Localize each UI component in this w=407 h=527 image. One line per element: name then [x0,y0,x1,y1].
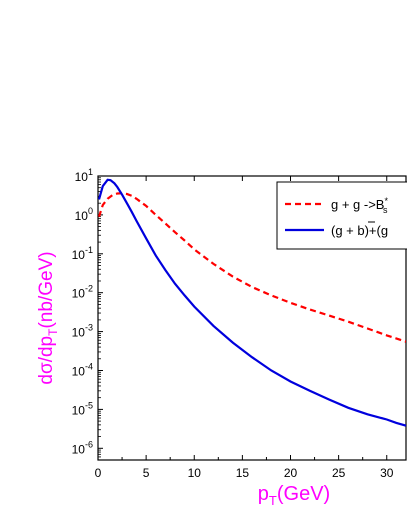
y-tick-label: 10-2 [72,284,93,301]
x-tick-label: 15 [236,466,250,480]
plot-frame [97,175,407,461]
y-tick-label: 10-3 [72,323,93,340]
x-tick-label: 30 [380,466,394,480]
y-tick-label: 10-5 [72,400,93,417]
axes-frame: 0 5 10 15 20 25 30 101 100 10-1 10-2 10-3 10-4 10-5 10… [72,167,407,480]
legend-label-series-1: g + g ->B* s [331,196,388,215]
x-tick-label: 10 [188,466,202,480]
legend-box [276,181,407,250]
x-axis-title: pT(GeV) [258,483,330,508]
x-tick-label: 0 [95,466,102,480]
x-tick-label: 20 [284,466,298,480]
y-tick-label: 101 [75,167,93,184]
x-tick-label: 5 [143,466,150,480]
y-tick-label: 100 [75,206,93,223]
series-layer [98,178,406,427]
series-line-2 [98,178,406,427]
series-line-1 [98,192,406,343]
y-axis-title: dσ/dpT(nb/GeV) [36,251,60,384]
y-tick-label: 10-4 [72,361,93,378]
axis-labels: pT(GeV) dσ/dpT(nb/GeV) [36,251,330,508]
legend: g + g ->B* s (g + b)+(g [276,181,407,250]
y-tick-label: 10-1 [72,245,93,262]
y-tick-label: 10-6 [72,439,93,456]
legend-label-series-2: (g + b)+(g [331,223,388,238]
x-tick-label: 25 [332,466,346,480]
